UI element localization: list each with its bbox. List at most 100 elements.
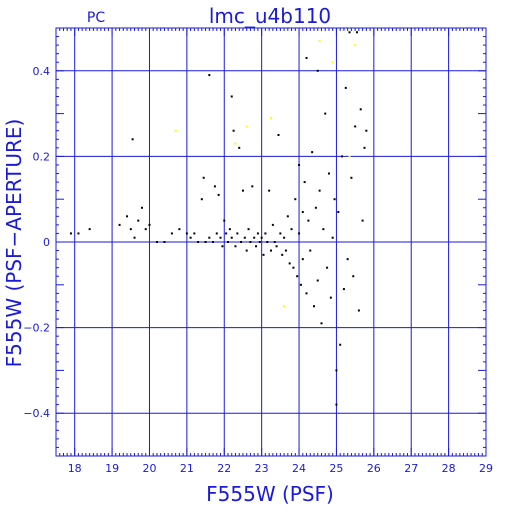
data-point: [118, 223, 121, 226]
x-tick-label: 28: [442, 462, 456, 475]
y-tick-label: −0.2: [23, 322, 50, 335]
data-point: [133, 236, 136, 239]
data-point: [240, 241, 243, 243]
data-point: [316, 69, 319, 72]
data-point: [144, 228, 147, 231]
data-point: [208, 74, 211, 77]
data-point: [266, 241, 269, 243]
data-point: [359, 108, 362, 111]
data-point: [255, 245, 258, 248]
data-point: [329, 296, 332, 299]
x-tick-label: 21: [180, 462, 194, 475]
data-point: [346, 258, 349, 261]
data-point: [270, 116, 272, 119]
data-point: [170, 232, 173, 235]
data-point: [299, 283, 302, 286]
data-point: [249, 241, 252, 243]
data-point: [217, 193, 220, 196]
data-point: [189, 236, 192, 239]
x-tick-label: 25: [329, 462, 343, 475]
x-axis-label: F555W (PSF): [206, 482, 334, 506]
data-point: [324, 112, 327, 115]
data-point: [281, 253, 284, 256]
data-point: [305, 56, 308, 59]
data-point: [270, 249, 272, 252]
data-point: [245, 249, 248, 252]
data-point: [141, 206, 143, 209]
data-point: [126, 215, 129, 218]
data-point: [129, 228, 132, 231]
data-point: [227, 241, 229, 243]
data-point: [327, 172, 330, 175]
data-point: [271, 223, 274, 226]
data-point: [230, 236, 233, 239]
data-point: [155, 241, 158, 243]
data-point: [137, 219, 140, 222]
data-point: [356, 31, 358, 34]
data-point: [273, 241, 276, 243]
data-point: [223, 219, 226, 222]
data-point: [245, 125, 248, 128]
data-point: [219, 236, 222, 239]
data-point: [260, 236, 263, 239]
data-point: [148, 223, 151, 226]
data-point: [350, 176, 353, 179]
x-tick-label: 27: [404, 462, 418, 475]
data-point: [185, 232, 188, 235]
data-point: [236, 232, 239, 235]
data-point: [357, 309, 360, 312]
data-point: [318, 189, 321, 192]
data-point: [200, 198, 203, 201]
data-point: [290, 228, 293, 231]
data-point: [204, 241, 207, 243]
data-point: [335, 403, 338, 406]
x-tick-label: 22: [217, 462, 231, 475]
data-point: [251, 185, 254, 188]
data-point: [258, 241, 261, 243]
data-point: [303, 181, 306, 184]
data-point: [320, 322, 323, 325]
data-point: [238, 146, 241, 149]
data-point: [241, 189, 244, 192]
data-point: [322, 228, 325, 231]
data-point: [294, 198, 297, 201]
data-point: [131, 138, 134, 141]
data-point: [174, 129, 177, 132]
data-point: [202, 176, 205, 179]
data-point: [342, 288, 345, 291]
x-tick-label: 20: [142, 462, 156, 475]
data-point: [313, 305, 315, 308]
data-point: [262, 253, 265, 256]
data-points: [69, 31, 368, 406]
data-point: [283, 305, 286, 308]
data-point: [341, 155, 344, 158]
data-point: [344, 86, 347, 89]
data-point: [268, 189, 271, 192]
data-point: [305, 292, 308, 295]
y-tick-label: 0.2: [33, 150, 51, 163]
data-point: [288, 262, 291, 265]
data-point: [301, 258, 304, 261]
data-point: [225, 232, 228, 235]
data-point: [348, 31, 351, 34]
x-tick-label: 23: [255, 462, 269, 475]
data-point: [221, 245, 224, 248]
data-point: [215, 232, 218, 235]
x-tick-labels: 18 19 20 21 22 23 24 25 26 27 28 29: [68, 462, 493, 475]
x-tick-label: 26: [367, 462, 381, 475]
data-point: [354, 125, 357, 128]
data-point: [197, 241, 200, 243]
y-tick-label: 0.4: [33, 65, 51, 78]
data-point: [286, 215, 289, 218]
data-point: [301, 211, 304, 214]
data-point: [178, 228, 181, 231]
data-point: [292, 266, 295, 269]
data-point: [212, 241, 215, 243]
chart-title: lmc_u4b110: [209, 4, 331, 28]
data-point: [234, 245, 237, 248]
data-point: [361, 219, 364, 222]
data-point: [309, 249, 312, 252]
data-point: [363, 146, 366, 149]
data-point: [352, 275, 355, 278]
